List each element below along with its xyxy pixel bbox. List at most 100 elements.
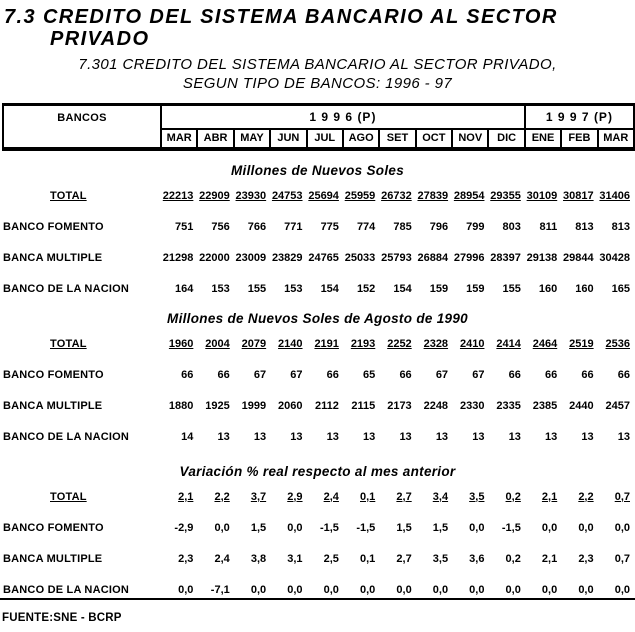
cell-value: 66 bbox=[544, 368, 558, 381]
cell-value: 2193 bbox=[350, 337, 376, 350]
cell-value: 13 bbox=[363, 430, 376, 443]
cell-value: 813 bbox=[611, 220, 630, 233]
cell-value: 160 bbox=[575, 282, 594, 295]
cell-value: 67 bbox=[253, 368, 267, 381]
cell-value: 25694 bbox=[308, 189, 339, 202]
row-label: TOTAL bbox=[50, 490, 87, 503]
month-column-header: MAY bbox=[232, 128, 270, 147]
page-title: 7.3 CREDITO DEL SISTEMA BANCARIO AL SECT… bbox=[4, 6, 635, 50]
cell-value: 0,0 bbox=[578, 583, 594, 596]
cell-value: 1960 bbox=[168, 337, 194, 350]
cell-value: 2,7 bbox=[396, 552, 412, 565]
cell-value: 160 bbox=[538, 282, 558, 295]
cell-value: 813 bbox=[575, 220, 594, 233]
cell-value: 30428 bbox=[599, 251, 630, 264]
table-row: BANCO FOMENTO 751 756 766 771 775 774 785 796 799… bbox=[2, 211, 633, 242]
cell-value: 23009 bbox=[235, 251, 267, 264]
cell-value: 2410 bbox=[459, 337, 485, 350]
cell-value: 165 bbox=[611, 282, 630, 295]
cell-value: 2060 bbox=[278, 399, 303, 412]
cell-value: 751 bbox=[175, 220, 194, 233]
row-label: BANCO FOMENTO bbox=[3, 368, 104, 381]
cell-value: 2,4 bbox=[214, 552, 230, 565]
cell-value: 0,0 bbox=[396, 583, 412, 596]
cell-value: 29138 bbox=[526, 251, 558, 264]
cell-value: 153 bbox=[284, 282, 303, 295]
cell-value: 0,0 bbox=[214, 521, 230, 534]
cell-value: 766 bbox=[247, 220, 267, 233]
cell-value: 2112 bbox=[315, 399, 339, 412]
month-column-header: ENE bbox=[523, 128, 561, 147]
table-header: BANCOS 1 9 9 6 (P) 1 9 9 7 (P) MAR ABR MAY JU… bbox=[2, 103, 635, 151]
table-row: TOTAL 1960 2004 2079 2140 2191 2193 2252 2328 241… bbox=[2, 328, 633, 359]
cell-value: 0,1 bbox=[360, 552, 376, 565]
cell-value: 0,0 bbox=[541, 583, 558, 596]
month-column-header: SET bbox=[378, 128, 415, 147]
cell-value: 13 bbox=[290, 430, 303, 443]
cell-value: 30817 bbox=[563, 189, 594, 202]
cell-value: 154 bbox=[393, 282, 412, 295]
table-bottom-rule bbox=[0, 598, 635, 600]
month-column-header: MAR bbox=[160, 128, 197, 147]
cell-value: 153 bbox=[211, 282, 230, 295]
cell-value: 13 bbox=[617, 430, 630, 443]
cell-value: 1999 bbox=[241, 399, 267, 412]
row-label: BANCA MULTIPLE bbox=[3, 399, 103, 412]
cell-value: 2,9 bbox=[287, 490, 303, 503]
cell-value: 2079 bbox=[241, 337, 267, 350]
month-column-header: ABR bbox=[196, 128, 233, 147]
cell-value: 66 bbox=[217, 368, 230, 381]
table-subtitle-line2: SEGUN TIPO DE BANCOS: 1996 - 97 bbox=[182, 75, 453, 92]
cell-value: -7,1 bbox=[210, 583, 230, 596]
cell-value: 0,0 bbox=[578, 521, 594, 534]
table-row: TOTAL 2,1 2,2 3,7 2,9 2,4 0,1 2,7 3,4 3,5 0,2 2,1 2,… bbox=[2, 481, 633, 512]
cell-value: 2252 bbox=[387, 337, 412, 350]
table-row: BANCO DE LA NACION 14 13 13 13 13 13 13 13 13 13 13… bbox=[2, 421, 633, 452]
cell-value: 14 bbox=[181, 430, 194, 443]
cell-value: 2,1 bbox=[541, 490, 558, 503]
cell-value: 152 bbox=[356, 282, 376, 295]
cell-value: 2004 bbox=[205, 337, 230, 350]
cell-value: 25793 bbox=[381, 251, 412, 264]
cell-value: 13 bbox=[544, 430, 558, 443]
cell-value: 13 bbox=[326, 430, 339, 443]
cell-value: 22000 bbox=[199, 251, 230, 264]
cell-value: 22909 bbox=[199, 189, 230, 202]
cell-value: 26884 bbox=[417, 251, 449, 264]
section-title: Millones de Nuevos Soles bbox=[231, 163, 404, 178]
row-label: BANCO FOMENTO bbox=[3, 220, 104, 233]
source-note: FUENTE:SNE - BCRP bbox=[2, 612, 122, 624]
cell-value: 30109 bbox=[526, 189, 558, 202]
cell-value: 0,0 bbox=[250, 583, 267, 596]
cell-value: 2414 bbox=[496, 337, 521, 350]
month-column-header: NOV bbox=[451, 128, 488, 147]
table-section: Millones de Nuevos Soles de Agosto de 19… bbox=[0, 311, 635, 452]
cell-value: 3,5 bbox=[432, 552, 449, 565]
month-column-header: MAR bbox=[596, 128, 633, 147]
table-section: Variación % real respecto al mes anterio… bbox=[0, 464, 635, 605]
cell-value: 67 bbox=[435, 368, 449, 381]
cell-value: 22213 bbox=[162, 189, 194, 202]
cell-value: 29844 bbox=[563, 251, 594, 264]
cell-value: 66 bbox=[508, 368, 521, 381]
cell-value: 0,2 bbox=[505, 552, 521, 565]
cell-value: 2330 bbox=[459, 399, 485, 412]
cell-value: 23930 bbox=[235, 189, 267, 202]
cell-value: 155 bbox=[502, 282, 521, 295]
cell-value: 25959 bbox=[344, 189, 376, 202]
cell-value: 154 bbox=[320, 282, 339, 295]
cell-value: 2,7 bbox=[396, 490, 412, 503]
cell-value: -1,5 bbox=[356, 521, 376, 534]
cell-value: 771 bbox=[284, 220, 303, 233]
cell-value: 2,2 bbox=[578, 490, 594, 503]
row-label: BANCO DE LA NACION bbox=[3, 430, 130, 443]
section-title: Variación % real respecto al mes anterio… bbox=[179, 464, 456, 479]
cell-value: 0,0 bbox=[432, 583, 449, 596]
cell-value: 66 bbox=[399, 368, 412, 381]
cell-value: -1,5 bbox=[319, 521, 339, 534]
cell-value: 27839 bbox=[417, 189, 449, 202]
cell-value: 0,0 bbox=[469, 583, 485, 596]
cell-value: 2,4 bbox=[323, 490, 339, 503]
row-label: TOTAL bbox=[50, 189, 87, 202]
